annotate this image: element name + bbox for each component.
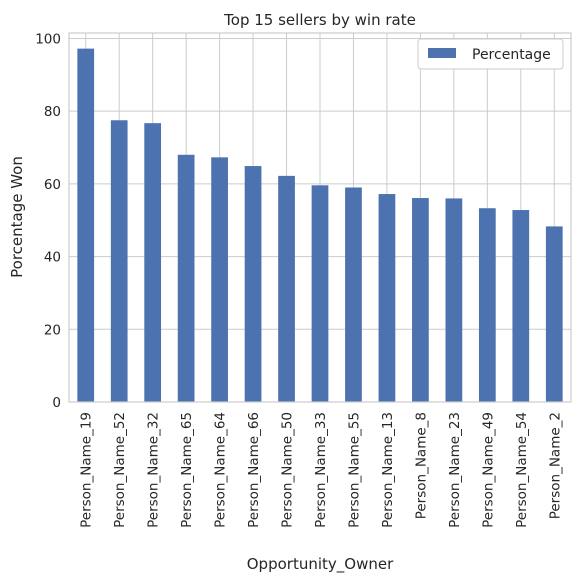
x-tick-label: Person_Name_32 bbox=[146, 412, 162, 528]
x-tick-label: Person_Name_19 bbox=[79, 412, 95, 528]
bar bbox=[512, 210, 530, 402]
legend-label: Percentage bbox=[472, 47, 551, 63]
legend-box bbox=[417, 38, 564, 70]
plot-frame bbox=[68, 32, 572, 403]
x-tick-label: Person_Name_64 bbox=[213, 412, 229, 528]
x-tick-label: Person_Name_65 bbox=[179, 412, 195, 528]
x-tick-label: Person_Name_33 bbox=[313, 412, 329, 528]
x-tick-label: Person_Name_49 bbox=[480, 412, 496, 528]
x-tick-label: Person_Name_13 bbox=[380, 412, 396, 528]
bar bbox=[110, 120, 128, 403]
y-tick-label: 40 bbox=[44, 250, 61, 266]
bar bbox=[144, 123, 162, 402]
x-tick-label: Person_Name_66 bbox=[246, 412, 262, 528]
x-tick-label: Person_Name_8 bbox=[413, 412, 429, 519]
bar bbox=[478, 208, 496, 402]
bar bbox=[244, 166, 262, 402]
x-tick-label: Person_Name_54 bbox=[514, 412, 530, 528]
y-tick-label: 20 bbox=[44, 322, 61, 338]
plot-area: 0 20 40 60 80 100 Person_Name_19 Person_Name_52… bbox=[35, 31, 572, 528]
x-tick-label: Person_Name_23 bbox=[447, 412, 463, 528]
x-tick-label: Person_Name_50 bbox=[280, 412, 296, 528]
y-tick-label: 60 bbox=[44, 177, 61, 193]
bar bbox=[177, 154, 195, 402]
x-tick-label: Person_Name_2 bbox=[547, 412, 563, 519]
x-tick-label: Person_Name_52 bbox=[112, 412, 128, 528]
y-tick-label: 80 bbox=[44, 104, 61, 120]
bar bbox=[345, 187, 362, 402]
bar bbox=[378, 194, 396, 402]
bar bbox=[445, 198, 463, 402]
legend: Percentage bbox=[417, 38, 564, 70]
x-tick-label: Person_Name_55 bbox=[346, 412, 362, 528]
bar bbox=[278, 175, 295, 402]
legend-swatch bbox=[428, 48, 456, 58]
x-axis-title: Opportunity_Owner bbox=[247, 555, 394, 574]
chart-title: Top 15 sellers by win rate bbox=[223, 11, 416, 29]
bar bbox=[412, 198, 429, 402]
bar bbox=[77, 48, 95, 403]
y-tick-label: 0 bbox=[52, 395, 61, 411]
bar bbox=[311, 185, 329, 402]
bar bbox=[545, 226, 563, 402]
y-tick-label: 100 bbox=[35, 31, 61, 47]
bar bbox=[211, 157, 228, 402]
y-axis-title: Porcentage Won bbox=[8, 156, 26, 278]
